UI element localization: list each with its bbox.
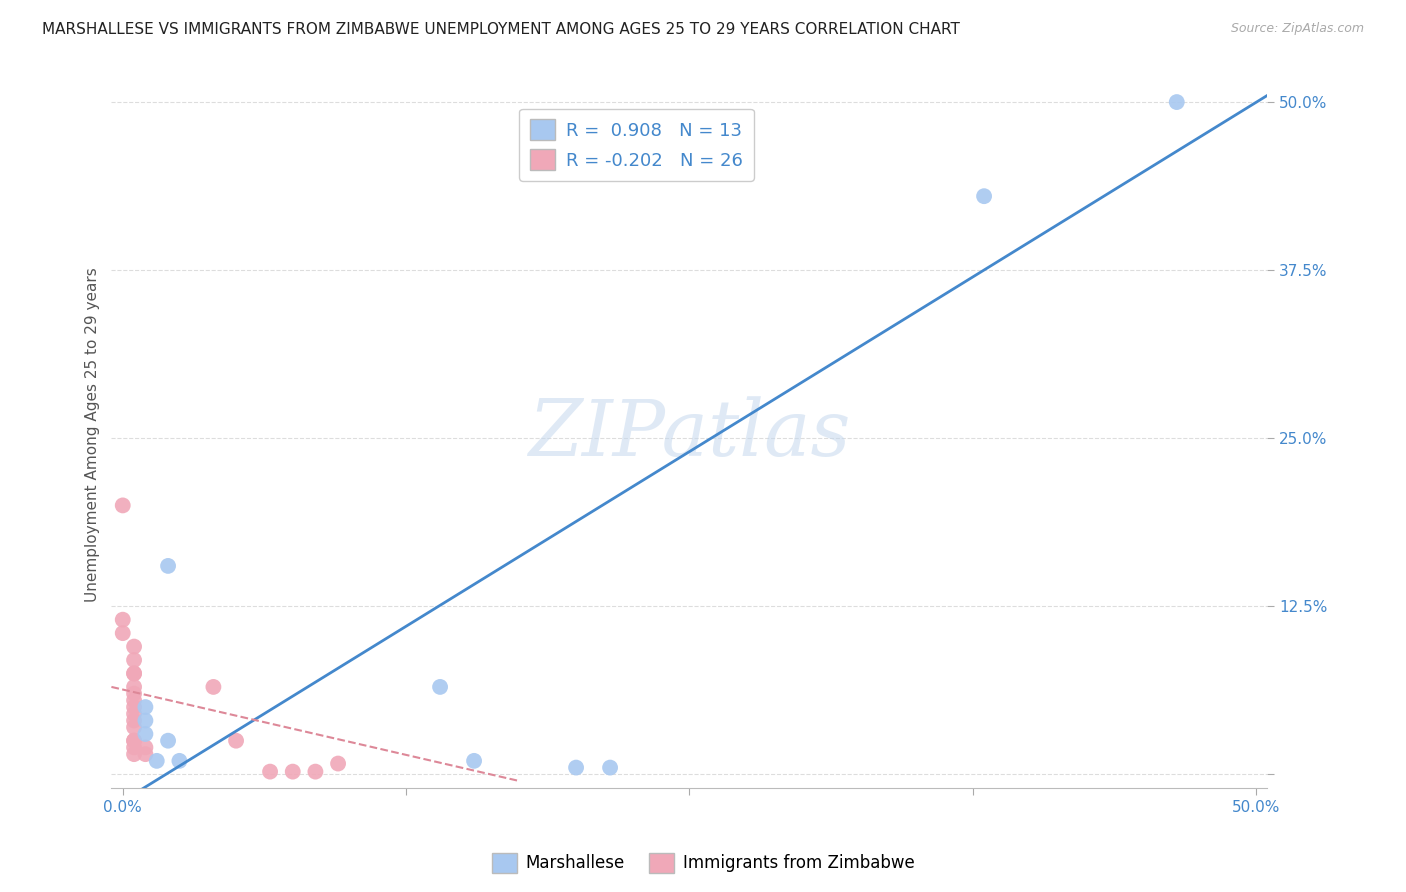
Text: ZIPatlas: ZIPatlas bbox=[529, 397, 851, 473]
Point bbox=[157, 733, 180, 747]
Point bbox=[111, 626, 134, 640]
Point bbox=[599, 761, 621, 775]
Point bbox=[122, 740, 145, 755]
Point bbox=[429, 680, 451, 694]
Point bbox=[122, 733, 145, 747]
Point bbox=[463, 754, 485, 768]
Point bbox=[1166, 95, 1188, 109]
Legend: Marshallese, Immigrants from Zimbabwe: Marshallese, Immigrants from Zimbabwe bbox=[485, 847, 921, 880]
Point bbox=[122, 700, 145, 714]
Text: MARSHALLESE VS IMMIGRANTS FROM ZIMBABWE UNEMPLOYMENT AMONG AGES 25 TO 29 YEARS C: MARSHALLESE VS IMMIGRANTS FROM ZIMBABWE … bbox=[42, 22, 960, 37]
Point bbox=[111, 499, 134, 513]
Point bbox=[259, 764, 281, 779]
Point bbox=[134, 700, 156, 714]
Point bbox=[122, 720, 145, 734]
Point bbox=[122, 687, 145, 701]
Point bbox=[225, 733, 247, 747]
Point bbox=[973, 189, 995, 203]
Legend: R =  0.908   N = 13, R = -0.202   N = 26: R = 0.908 N = 13, R = -0.202 N = 26 bbox=[519, 109, 754, 181]
Point bbox=[134, 727, 156, 741]
Point bbox=[122, 640, 145, 654]
Point bbox=[122, 714, 145, 728]
Point bbox=[304, 764, 326, 779]
Point bbox=[326, 756, 349, 771]
Point bbox=[122, 733, 145, 747]
Point bbox=[157, 558, 180, 573]
Text: Source: ZipAtlas.com: Source: ZipAtlas.com bbox=[1230, 22, 1364, 36]
Point bbox=[134, 714, 156, 728]
Point bbox=[122, 653, 145, 667]
Point bbox=[134, 747, 156, 761]
Point bbox=[122, 747, 145, 761]
Point bbox=[122, 666, 145, 681]
Point bbox=[281, 764, 304, 779]
Point bbox=[145, 754, 167, 768]
Point bbox=[565, 761, 588, 775]
Point bbox=[111, 613, 134, 627]
Y-axis label: Unemployment Among Ages 25 to 29 years: Unemployment Among Ages 25 to 29 years bbox=[86, 268, 100, 602]
Point bbox=[122, 680, 145, 694]
Point bbox=[169, 754, 191, 768]
Point bbox=[122, 706, 145, 721]
Point bbox=[122, 693, 145, 707]
Point bbox=[122, 666, 145, 681]
Point bbox=[134, 740, 156, 755]
Point bbox=[202, 680, 225, 694]
